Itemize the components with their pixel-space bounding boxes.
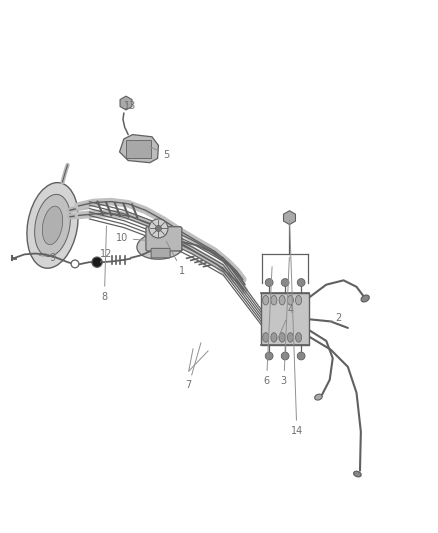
FancyBboxPatch shape xyxy=(146,227,182,251)
Text: 14: 14 xyxy=(290,221,303,436)
Ellipse shape xyxy=(263,295,269,305)
Circle shape xyxy=(155,225,162,231)
Circle shape xyxy=(71,260,79,268)
Circle shape xyxy=(281,279,289,286)
Text: 4: 4 xyxy=(278,305,293,339)
Ellipse shape xyxy=(271,295,277,305)
Ellipse shape xyxy=(279,333,285,342)
Ellipse shape xyxy=(287,295,293,305)
Text: 2: 2 xyxy=(331,312,341,322)
Ellipse shape xyxy=(35,195,71,256)
Ellipse shape xyxy=(361,295,369,302)
FancyBboxPatch shape xyxy=(261,293,309,345)
Ellipse shape xyxy=(314,394,322,400)
Circle shape xyxy=(297,352,305,360)
Ellipse shape xyxy=(27,183,78,268)
Text: 6: 6 xyxy=(264,266,272,386)
Ellipse shape xyxy=(42,206,63,245)
Text: 8: 8 xyxy=(101,226,107,302)
Bar xyxy=(126,140,151,158)
Circle shape xyxy=(265,352,273,360)
Circle shape xyxy=(297,279,305,286)
Ellipse shape xyxy=(279,295,285,305)
Text: 7: 7 xyxy=(186,343,201,390)
Ellipse shape xyxy=(263,333,269,342)
Polygon shape xyxy=(120,135,159,163)
Circle shape xyxy=(265,279,273,286)
Text: 1: 1 xyxy=(166,241,185,276)
Ellipse shape xyxy=(296,295,302,305)
Ellipse shape xyxy=(296,333,302,342)
Circle shape xyxy=(281,352,289,360)
Circle shape xyxy=(92,257,102,268)
Ellipse shape xyxy=(353,471,361,477)
Text: 9: 9 xyxy=(39,253,56,263)
Text: 10: 10 xyxy=(116,233,147,244)
FancyBboxPatch shape xyxy=(151,248,170,258)
Circle shape xyxy=(149,219,168,238)
Text: 5: 5 xyxy=(150,147,170,160)
Ellipse shape xyxy=(271,333,277,342)
Ellipse shape xyxy=(137,232,184,259)
Text: 12: 12 xyxy=(100,248,113,262)
Text: 3: 3 xyxy=(281,257,290,386)
Text: 13: 13 xyxy=(124,101,137,111)
Ellipse shape xyxy=(287,333,293,342)
